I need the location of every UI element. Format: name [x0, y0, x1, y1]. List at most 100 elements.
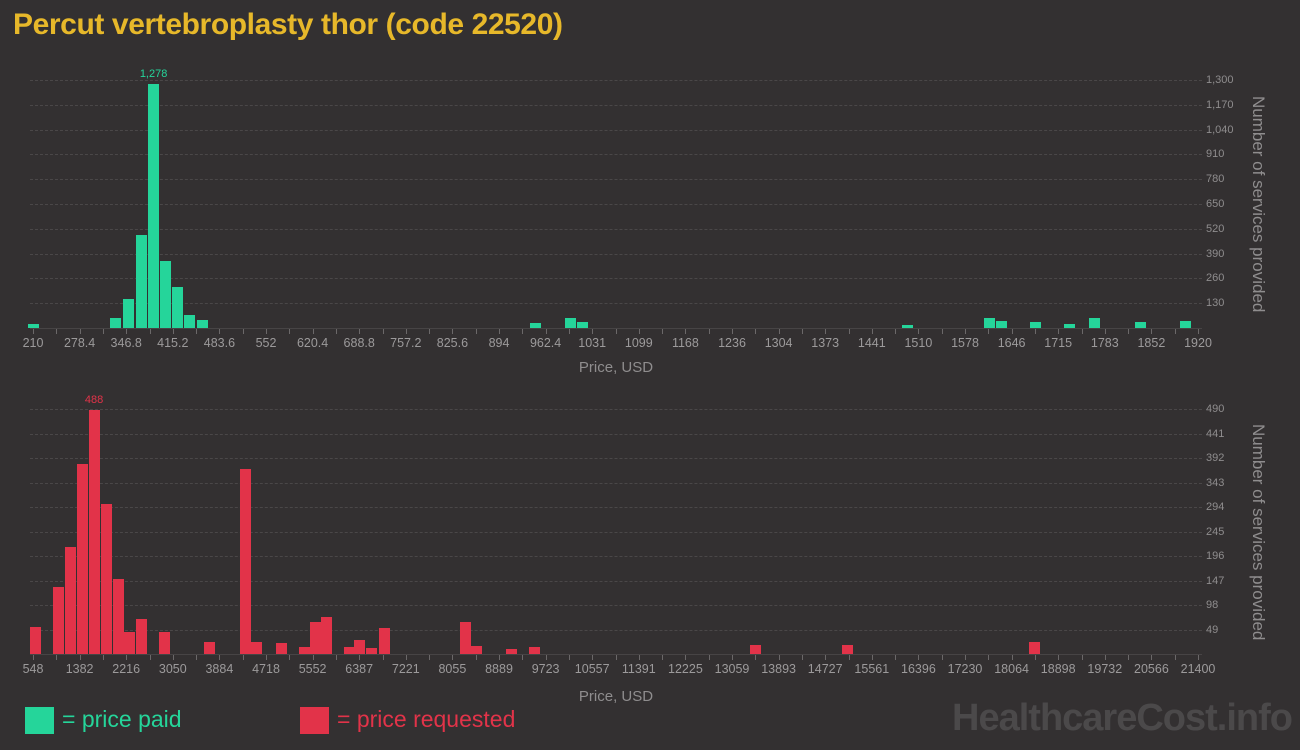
bar [239, 469, 251, 654]
x-tick-mark [56, 655, 58, 660]
x-tick-mark [592, 329, 594, 334]
x-tick-mark [126, 329, 128, 334]
y-tick-label: 520 [1206, 222, 1225, 235]
x-tick-mark [242, 655, 244, 660]
x-tick-mark [196, 655, 198, 660]
x-tick-mark [895, 329, 897, 334]
x-tick-mark [568, 655, 570, 660]
x-tick-mark [79, 329, 81, 334]
gridline [30, 154, 1202, 156]
x-tick-mark [638, 329, 640, 334]
x-tick-label: 15561 [854, 662, 890, 676]
bar [1029, 641, 1041, 654]
bar [52, 586, 64, 654]
x-tick-label: 20566 [1134, 662, 1169, 676]
x-tick-mark [965, 329, 966, 334]
y-tick-label: 1,170 [1206, 98, 1234, 111]
bar [1134, 322, 1146, 328]
x-tick-label: 10557 [574, 662, 610, 676]
bar [1030, 322, 1042, 328]
gridline [30, 580, 1202, 582]
bar [310, 621, 322, 654]
x-axis-title-paid: Price, USD [578, 359, 654, 376]
x-tick-mark [801, 329, 803, 334]
x-tick-mark [732, 329, 733, 334]
x-tick-mark [312, 329, 314, 334]
x-tick-mark [801, 655, 803, 660]
bar [27, 324, 39, 328]
x-tick-mark [219, 329, 221, 334]
bar [1088, 318, 1100, 328]
x-tick-mark [359, 329, 361, 334]
gridline [30, 104, 1202, 106]
x-tick-mark [965, 655, 966, 660]
x-tick-mark [499, 655, 500, 660]
y-tick-label: 392 [1206, 452, 1225, 464]
x-tick-mark [1034, 329, 1036, 334]
y-axis-title-requested: Number of services provided [1249, 424, 1268, 641]
x-tick-mark [871, 329, 873, 334]
gridline [30, 179, 1202, 181]
x-tick-label: 1382 [65, 662, 94, 676]
bar [506, 649, 518, 654]
x-tick-mark [638, 655, 640, 660]
x-tick-mark [79, 655, 81, 660]
x-tick-mark [56, 329, 58, 334]
gridline [30, 253, 1202, 255]
gridline [30, 278, 1202, 280]
x-tick-mark [1151, 329, 1153, 334]
bar [344, 646, 356, 654]
x-tick-mark [918, 655, 920, 660]
y-tick-label: 98 [1206, 599, 1219, 611]
x-tick-mark [312, 655, 314, 660]
x-tick-label: 14727 [807, 662, 843, 676]
gridline [30, 458, 1202, 459]
bar [275, 643, 287, 654]
y-tick-label: 343 [1206, 476, 1225, 489]
gridline [30, 556, 1202, 557]
x-tick-mark [335, 329, 337, 334]
x-tick-label: 5552 [298, 662, 327, 676]
y-tick-label: 260 [1206, 272, 1225, 285]
legend-swatch-paid [25, 707, 54, 734]
bar [354, 640, 366, 654]
x-tick-mark [172, 655, 174, 660]
x-axis-line [30, 328, 1202, 329]
y-tick-label: 441 [1206, 427, 1225, 440]
x-tick-label: 1510 [904, 336, 933, 350]
x-tick-mark [289, 329, 291, 334]
x-tick-mark [499, 329, 500, 334]
bar [148, 84, 160, 328]
x-tick-mark [359, 655, 361, 660]
bar [576, 322, 588, 328]
bar [122, 299, 134, 328]
bar [251, 641, 263, 654]
x-tick-mark [1104, 329, 1106, 334]
x-tick-label: 552 [255, 336, 277, 350]
x-tick-mark [848, 329, 850, 334]
x-tick-mark [662, 655, 664, 660]
y-tick-label: 245 [1206, 525, 1225, 538]
peak-value-label: 488 [84, 394, 104, 406]
x-tick-label: 548 [22, 662, 44, 676]
x-tick-mark [545, 329, 547, 334]
x-tick-mark [126, 655, 128, 660]
gridline [30, 629, 1202, 631]
y-tick-label: 196 [1206, 550, 1225, 562]
x-tick-label: 3050 [158, 662, 187, 676]
x-tick-label: 1373 [811, 336, 840, 350]
x-tick-mark [825, 329, 827, 334]
x-tick-mark [289, 655, 291, 660]
bar [135, 619, 147, 654]
bar [902, 325, 914, 328]
x-tick-label: 688.8 [343, 336, 375, 350]
bar [65, 546, 77, 654]
x-tick-mark [382, 329, 384, 334]
bar [109, 317, 121, 328]
x-tick-label: 13059 [714, 662, 750, 676]
peak-value-label: 1,278 [139, 68, 168, 81]
x-tick-label: 17230 [947, 662, 983, 676]
bar [29, 626, 41, 654]
gridline [30, 303, 1202, 305]
x-tick-mark [1198, 655, 1199, 660]
